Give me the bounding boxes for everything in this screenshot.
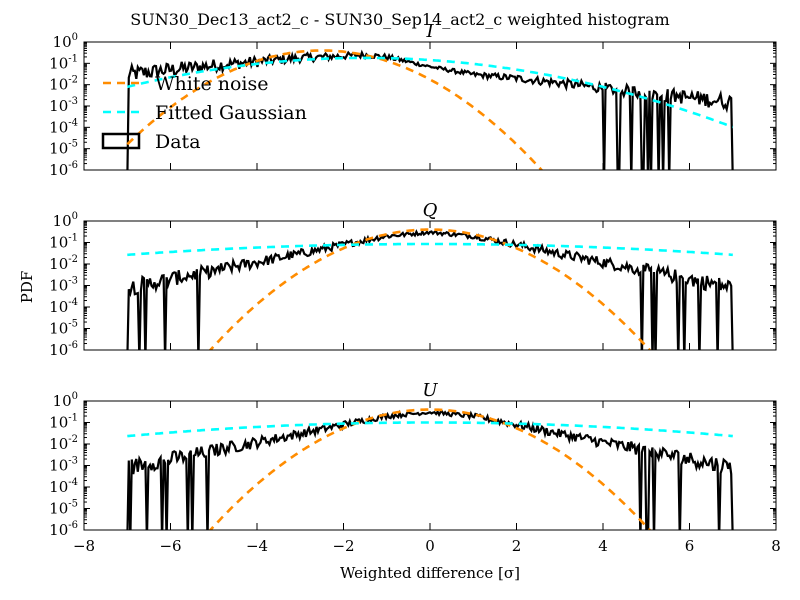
legend: White noise Fitted Gaussian Data xyxy=(101,73,307,153)
y-tick-label: 10-1 xyxy=(49,53,78,72)
x-tick-label: −2 xyxy=(332,537,354,555)
y-tick-label: 10-5 xyxy=(49,319,78,338)
legend-label: Data xyxy=(155,131,201,153)
fitted-gaussian-curve xyxy=(127,421,733,438)
y-tick-label: 10-6 xyxy=(49,340,78,359)
plot-area xyxy=(126,49,734,170)
x-tick-label: −6 xyxy=(159,537,181,555)
white-noise-curve xyxy=(208,228,652,350)
y-tick-label: 10-2 xyxy=(49,254,78,273)
x-tick-label: 6 xyxy=(685,537,695,555)
legend-label: White noise xyxy=(155,73,269,95)
y-tick-label: 100 xyxy=(53,32,78,51)
y-tick-label: 10-1 xyxy=(49,233,78,252)
x-tick-label: −4 xyxy=(246,537,268,555)
data-series-histogram xyxy=(126,229,734,350)
data-series-histogram xyxy=(126,409,734,530)
panel-q: Q 100 10-1 10-2 10-3 10-4 10-5 10-6 xyxy=(49,200,777,359)
white-noise-curve xyxy=(208,408,652,530)
panel-title: I xyxy=(425,21,434,42)
y-axis-label: PDF xyxy=(18,271,36,304)
legend-swatch-data xyxy=(101,132,141,150)
x-tick-label: 2 xyxy=(512,537,522,555)
legend-label: Fitted Gaussian xyxy=(155,102,307,124)
y-tick-label: 10-1 xyxy=(49,413,78,432)
y-tick-label: 100 xyxy=(53,211,78,230)
x-tick-label: 0 xyxy=(425,537,435,555)
x-tick-label: −8 xyxy=(73,537,95,555)
figure-title: SUN30_Dec13_act2_c - SUN30_Sep14_act2_c … xyxy=(130,10,669,29)
fitted-gaussian-curve xyxy=(127,56,734,129)
panel-title: Q xyxy=(423,200,438,221)
y-tick-label: 10-3 xyxy=(49,96,78,115)
panel-frame xyxy=(83,220,777,351)
panel-title: U xyxy=(422,380,438,401)
panel-i: I 100 10-1 10-2 10-3 10-4 10-5 10-6 xyxy=(49,21,777,179)
y-tick-label: 100 xyxy=(53,391,78,410)
plot-area xyxy=(126,228,734,350)
y-tick-label: 10-5 xyxy=(49,499,78,518)
y-tick-label: 10-2 xyxy=(49,75,78,94)
y-tick-label: 10-6 xyxy=(49,160,78,179)
plot-area xyxy=(126,408,734,530)
y-tick-label: 10-4 xyxy=(49,477,78,496)
y-tick-label: 10-5 xyxy=(49,139,78,158)
y-tick-label: 10-3 xyxy=(49,276,78,295)
y-tick-label: 10-3 xyxy=(49,456,78,475)
y-tick-label: 10-2 xyxy=(49,434,78,453)
x-tick-label: 4 xyxy=(598,537,608,555)
x-tick-label: 8 xyxy=(771,537,781,555)
y-tick-label: 10-4 xyxy=(49,117,78,136)
fitted-gaussian-curve xyxy=(127,242,733,257)
x-axis-label: Weighted difference [σ] xyxy=(340,564,520,582)
y-tick-label: 10-4 xyxy=(49,297,78,316)
